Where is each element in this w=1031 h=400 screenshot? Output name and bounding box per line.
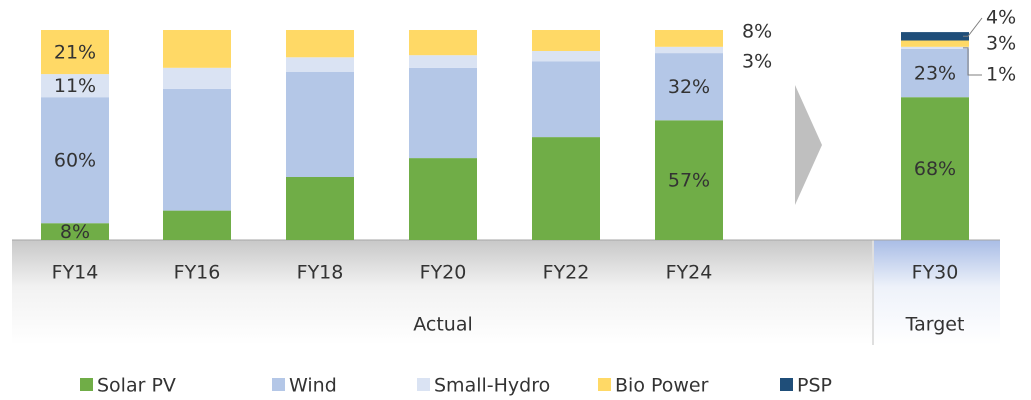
bar-segment: [655, 46, 723, 54]
bar-segment: [655, 30, 723, 47]
leader-line: [963, 47, 982, 76]
legend-swatch: [272, 378, 285, 391]
x-tick-label: FY16: [174, 262, 221, 284]
arrow: [795, 85, 822, 205]
bar-segment: [409, 30, 477, 56]
data-label: 60%: [54, 150, 96, 172]
data-label: 8%: [742, 21, 772, 43]
bar-segment: [41, 30, 109, 75]
data-label: 68%: [914, 158, 956, 180]
bar-segment: [41, 97, 109, 224]
data-label: 57%: [668, 170, 710, 192]
data-label: 21%: [54, 42, 96, 64]
data-label: 11%: [54, 75, 96, 97]
x-tick-label: FY30: [912, 262, 959, 284]
bar-segment: [163, 67, 231, 89]
data-label: 23%: [914, 63, 956, 85]
bar-segment: [655, 120, 723, 240]
bar-segment: [163, 88, 231, 211]
bar-segment: [41, 223, 109, 240]
data-label: 4%: [986, 7, 1016, 29]
legend-swatch: [417, 378, 430, 391]
x-tick-label: FY14: [52, 262, 99, 284]
legend-label: Wind: [289, 375, 337, 397]
data-label: 3%: [742, 51, 772, 73]
bar-segment: [901, 46, 969, 49]
bar-segment: [286, 72, 354, 177]
bar-segment: [901, 40, 969, 47]
axis-band: [12, 240, 872, 345]
bar-segment: [532, 30, 600, 51]
data-label: 3%: [986, 33, 1016, 55]
legend-label: Solar PV: [97, 375, 176, 397]
data-label: 1%: [986, 64, 1016, 86]
bar-segment: [532, 51, 600, 62]
bar-segment: [532, 137, 600, 240]
bar-segment: [901, 48, 969, 98]
group-label: Target: [905, 314, 965, 336]
x-tick-label: FY22: [543, 262, 590, 284]
legend-label: Small-Hydro: [434, 375, 550, 397]
legend-label: PSP: [797, 375, 832, 397]
bar-segment: [286, 57, 354, 72]
x-tick-label: FY20: [420, 262, 467, 284]
bar-segment: [286, 177, 354, 240]
leader-line: [963, 17, 983, 37]
bar-segment: [901, 97, 969, 240]
bar-segment: [41, 74, 109, 98]
bar-segment: [409, 67, 477, 159]
bar-segment: [901, 32, 969, 41]
bar-segment: [409, 55, 477, 68]
x-tick-label: FY18: [297, 262, 344, 284]
bar-segment: [655, 53, 723, 121]
legend-swatch: [80, 378, 93, 391]
bar-segment: [163, 210, 231, 240]
bar-segment: [409, 158, 477, 240]
legend-swatch: [598, 378, 611, 391]
data-label: 32%: [668, 76, 710, 98]
legend-swatch: [780, 378, 793, 391]
bar-segment: [286, 30, 354, 58]
x-tick-label: FY24: [666, 262, 713, 284]
group-label: Actual: [413, 314, 473, 336]
bar-segment: [532, 61, 600, 138]
data-label: 8%: [60, 221, 90, 243]
axis-band-target: [874, 240, 1000, 345]
legend-label: Bio Power: [615, 375, 709, 397]
bar-segment: [163, 30, 231, 68]
